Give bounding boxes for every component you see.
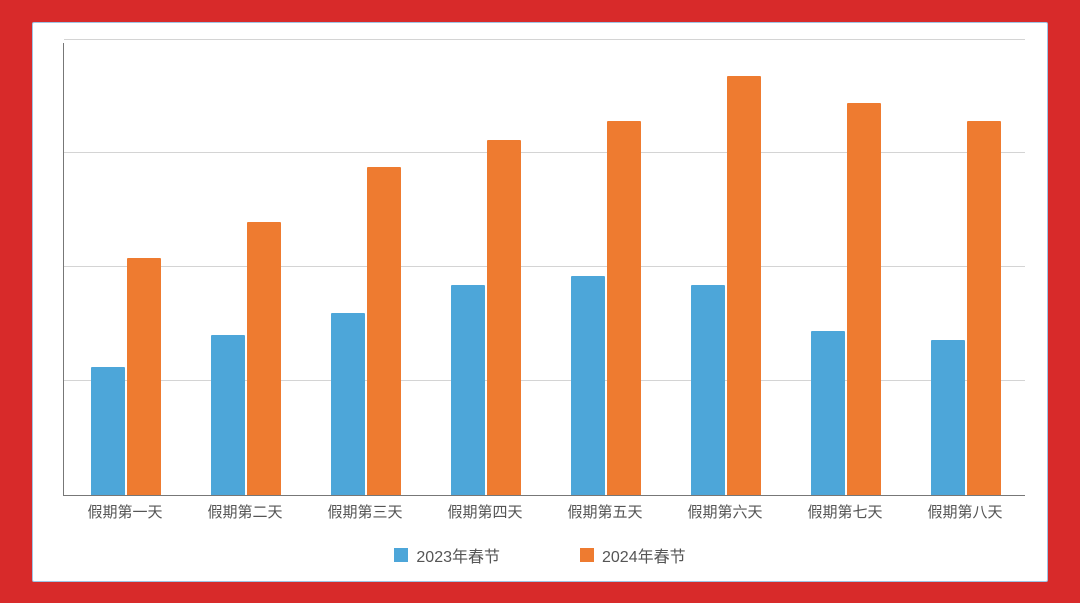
x-axis-label: 假期第一天 (87, 501, 162, 522)
bar-group (666, 76, 786, 495)
bar (331, 313, 365, 495)
x-axis-label: 假期第三天 (327, 501, 402, 522)
bar (607, 121, 641, 494)
bar (451, 285, 485, 494)
bar (691, 285, 725, 494)
x-axis-label: 假期第二天 (207, 501, 282, 522)
bar (727, 76, 761, 495)
x-axis-label: 假期第六天 (687, 501, 762, 522)
bar-group (306, 167, 426, 495)
legend-label-2023: 2023年春节 (416, 543, 500, 567)
bar (487, 140, 521, 495)
bar (367, 167, 401, 495)
bar (931, 340, 965, 495)
x-axis-label: 假期第七天 (807, 501, 882, 522)
bar (91, 367, 125, 494)
x-axis-labels: 假期第一天 假期第二天 假期第三天 假期第四天 假期第五天 假期第六天 假期第七天 假期第八天 (63, 501, 1025, 523)
bar-group (426, 140, 546, 495)
bar (967, 121, 1001, 494)
legend-item-2023: 2023年春节 (394, 543, 500, 567)
x-axis-label: 假期第五天 (567, 501, 642, 522)
legend-item-2024: 2024年春节 (580, 543, 686, 567)
outer-frame: 假期第一天 假期第二天 假期第三天 假期第四天 假期第五天 假期第六天 假期第七天 假期第八天… (0, 0, 1080, 603)
bar (211, 335, 245, 494)
bar-group (186, 222, 306, 495)
gridline (64, 39, 1025, 40)
bar (247, 222, 281, 495)
bar-group (786, 103, 906, 494)
bar (847, 103, 881, 494)
bar (571, 276, 605, 494)
bar-group (906, 121, 1026, 494)
bar-group (66, 258, 186, 495)
legend-swatch-2024 (580, 548, 594, 562)
legend-label-2024: 2024年春节 (602, 543, 686, 567)
chart-panel: 假期第一天 假期第二天 假期第三天 假期第四天 假期第五天 假期第六天 假期第七天 假期第八天… (32, 22, 1048, 582)
x-axis-label: 假期第八天 (927, 501, 1002, 522)
plot-area (63, 43, 1025, 496)
bar (811, 331, 845, 495)
bar (127, 258, 161, 495)
legend: 2023年春节 2024年春节 (33, 543, 1047, 567)
x-axis-label: 假期第四天 (447, 501, 522, 522)
legend-swatch-2023 (394, 548, 408, 562)
bar-group (546, 121, 666, 494)
